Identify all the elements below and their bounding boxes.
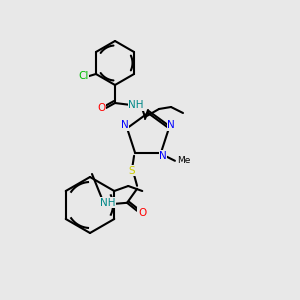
Text: Cl: Cl (79, 71, 89, 81)
Text: Me: Me (177, 156, 190, 165)
Text: NH: NH (128, 100, 144, 110)
Text: N: N (167, 120, 175, 130)
Text: N: N (159, 151, 167, 161)
Text: S: S (129, 166, 135, 176)
Text: O: O (97, 103, 105, 113)
Text: O: O (138, 208, 146, 218)
Text: N: N (121, 120, 129, 130)
Text: NH: NH (100, 198, 116, 208)
